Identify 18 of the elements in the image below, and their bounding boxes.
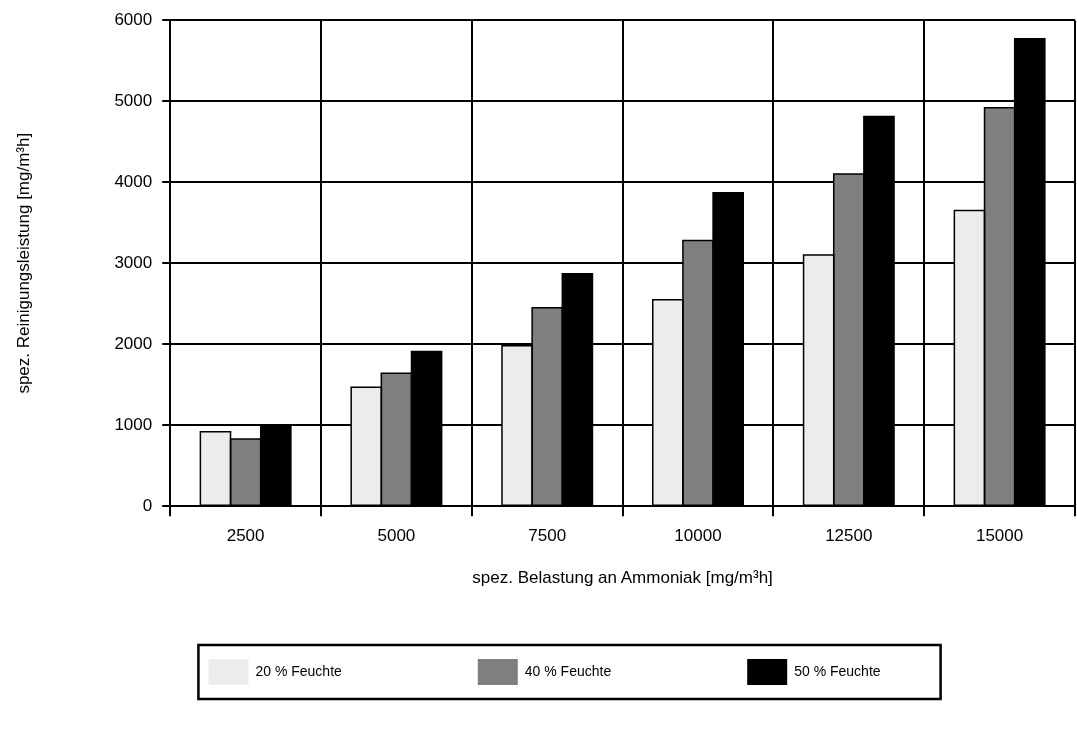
- legend-label: 20 % Feuchte: [255, 662, 343, 679]
- x-axis-title: spez. Belastung an Ammoniak [mg/m³h]: [472, 568, 773, 588]
- x-tick-label: 5000: [377, 526, 416, 546]
- x-tick-label: 2500: [226, 526, 265, 546]
- y-tick-label: 2000: [114, 333, 153, 353]
- y-tick-label: 0: [142, 495, 153, 515]
- y-tick-label: 6000: [114, 9, 153, 29]
- y-axis-title: spez. Reinigungsleistung [mg/m³h]: [13, 132, 33, 394]
- y-tick-label: 3000: [114, 252, 153, 272]
- x-tick-label: 10000: [674, 526, 722, 546]
- legend-label: 50 % Feuchte: [794, 662, 881, 679]
- y-tick-label: 5000: [114, 90, 153, 110]
- legend-label: 40 % Feuchte: [524, 662, 612, 679]
- y-tick-label: 4000: [114, 171, 153, 191]
- y-tick-label: 1000: [114, 414, 153, 434]
- x-tick-label: 12500: [825, 526, 873, 546]
- x-tick-label: 15000: [975, 526, 1024, 546]
- x-tick-label: 7500: [528, 526, 567, 546]
